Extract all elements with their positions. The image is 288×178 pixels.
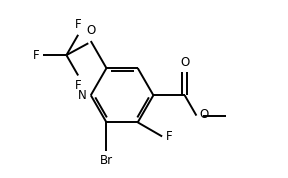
Text: F: F — [166, 130, 173, 143]
Text: O: O — [180, 56, 189, 69]
Text: N: N — [78, 89, 87, 102]
Text: Br: Br — [100, 154, 113, 167]
Text: F: F — [33, 49, 39, 62]
Text: F: F — [75, 79, 82, 92]
Text: F: F — [75, 18, 82, 31]
Text: O: O — [86, 24, 95, 37]
Text: O: O — [200, 108, 209, 121]
